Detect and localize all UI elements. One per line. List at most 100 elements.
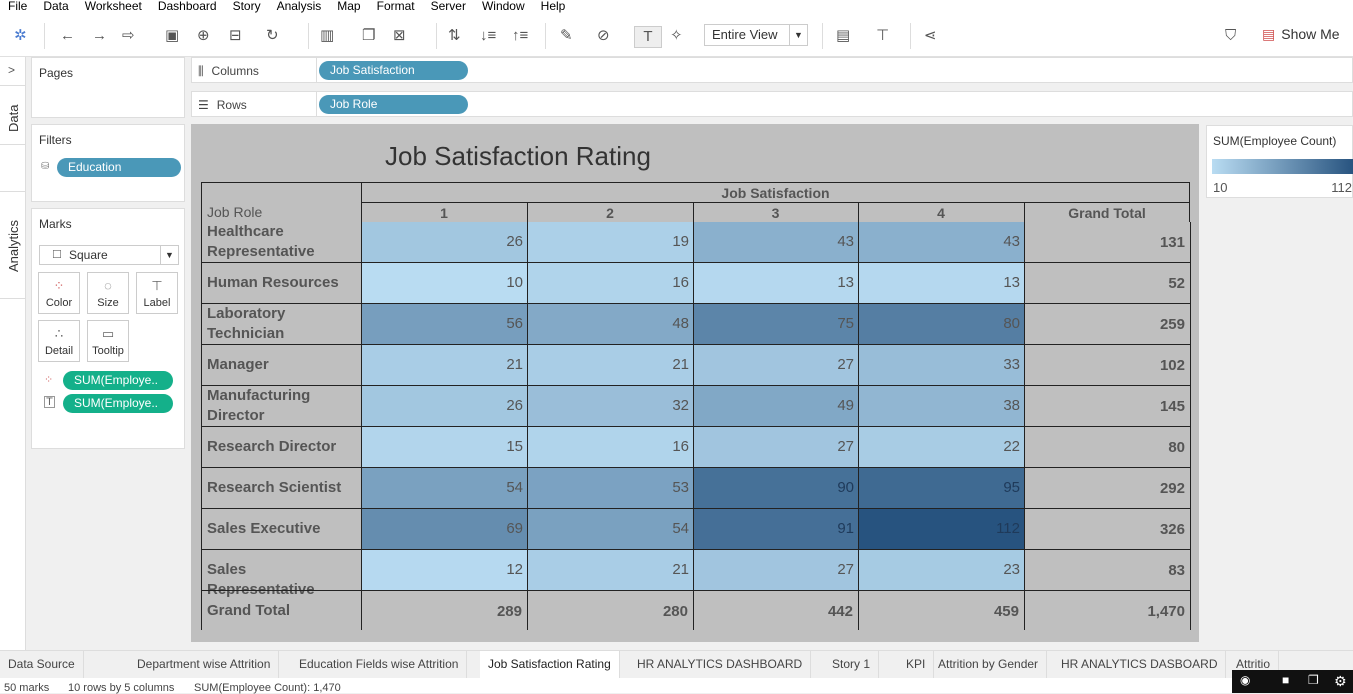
menu-map[interactable]: Map: [337, 0, 361, 13]
video-icon[interactable]: ■: [1282, 673, 1290, 687]
sheet-tab[interactable]: Story 1: [824, 651, 880, 679]
columns-pill[interactable]: Job Satisfaction: [319, 61, 468, 80]
filter-pill-education[interactable]: Education: [57, 158, 181, 177]
grand-total-value: 442: [827, 603, 853, 620]
refresh-icon[interactable]: ↻: [266, 27, 279, 44]
chevron-down-icon: ▼: [789, 25, 807, 45]
size-button[interactable]: ◌ Size: [87, 272, 129, 314]
sort-descending-icon[interactable]: ↑≡: [512, 27, 529, 44]
grand-total-value: 289: [496, 603, 522, 620]
row-label: Manufacturing Director: [207, 387, 311, 424]
columns-shelf-label: ⫼ Columns: [198, 64, 259, 79]
show-me-button[interactable]: ▤ Show Me: [1262, 26, 1340, 43]
sheet-tab[interactable]: Data Source: [0, 651, 84, 679]
menu-analysis[interactable]: Analysis: [276, 0, 322, 13]
menu-story[interactable]: Story: [232, 0, 261, 13]
filters-panel[interactable]: Filters ⛁ Education: [31, 124, 185, 202]
menu-dashboard[interactable]: Dashboard: [157, 0, 217, 13]
heatmap-cell: 112: [859, 509, 1024, 549]
rows-shelf[interactable]: ☰ Rows Job Role: [191, 91, 1353, 117]
menu-window[interactable]: Window: [481, 0, 525, 13]
sheet-tab[interactable]: Job Satisfaction Rating: [480, 651, 620, 679]
row-divider: [201, 262, 1190, 263]
settings-icon[interactable]: ⚙: [1334, 673, 1347, 689]
undo-icon[interactable]: ←: [60, 27, 75, 44]
share-icon[interactable]: ⋖: [924, 27, 937, 44]
fix-axes-icon[interactable]: ✧: [670, 27, 683, 44]
new-data-source-icon[interactable]: ⊕: [197, 27, 210, 44]
menu-format[interactable]: Format: [376, 0, 415, 13]
redo-icon[interactable]: →: [92, 27, 107, 44]
label-button[interactable]: ⊤ Label: [136, 272, 178, 314]
filters-title: Filters: [39, 133, 72, 147]
color-legend[interactable]: SUM(Employee Count) 10 112: [1206, 125, 1353, 198]
color-icon: ⁘: [53, 278, 65, 293]
toolbar-separator: [308, 23, 309, 49]
menu-help[interactable]: Help: [540, 0, 566, 13]
sheet-tab[interactable]: Attrition by Gender: [930, 651, 1048, 679]
tab-analytics-label: Analytics: [6, 219, 21, 272]
show-cards-icon[interactable]: ▤: [836, 27, 851, 44]
grand-total-cell: 52: [1168, 275, 1185, 292]
sheet-tab[interactable]: KPI: [898, 651, 935, 679]
color-pill[interactable]: SUM(Employe..: [63, 371, 173, 390]
menu-worksheet[interactable]: Worksheet: [84, 0, 142, 13]
menu-data[interactable]: Data: [43, 0, 69, 13]
status-sum: SUM(Employee Count): 1,470: [194, 682, 341, 694]
columns-text: Columns: [211, 64, 259, 78]
marks-panel[interactable]: Marks ☐ Square ▼ ⁘ Color ◌ Size ⊤ Label …: [31, 208, 185, 449]
tab-data[interactable]: Data: [0, 85, 26, 145]
format-painter-icon[interactable]: ⛉: [1225, 27, 1237, 44]
status-dims: 10 rows by 5 columns: [68, 682, 175, 694]
fit-view-select[interactable]: Entire View ▼: [704, 24, 808, 46]
save-icon[interactable]: ▣: [165, 27, 180, 44]
color-button[interactable]: ⁘ Color: [38, 272, 80, 314]
heatmap-cell: 10: [362, 263, 527, 303]
label-pill[interactable]: SUM(Employe..: [63, 394, 173, 413]
highlight-icon[interactable]: ✎: [560, 27, 573, 44]
columns-shelf[interactable]: ⫼ Columns Job Satisfaction: [191, 57, 1353, 83]
grand-total-cell: 259: [1159, 316, 1185, 333]
sheet-tab-label: HR ANALYTICS DASBOARD: [1061, 657, 1218, 671]
menu-server[interactable]: Server: [430, 0, 466, 13]
tab-analytics[interactable]: Analytics: [0, 191, 26, 299]
sheet-tab[interactable]: HR ANALYTICS DASHBOARD: [629, 651, 812, 679]
new-worksheet-icon[interactable]: ▥: [320, 27, 335, 44]
pause-updates-icon[interactable]: ⊟: [229, 27, 242, 44]
column-group-header: Job Satisfaction: [721, 185, 830, 201]
label-icon: ⊤: [151, 278, 163, 293]
expand-panel-icon[interactable]: >: [8, 63, 16, 77]
window-icon[interactable]: ❐: [1308, 673, 1319, 687]
camera-icon[interactable]: ◉: [1240, 673, 1251, 687]
sheet-tab[interactable]: Attritio: [1228, 651, 1280, 679]
row-label: Human Resources: [207, 274, 339, 291]
shelf-divider: [316, 92, 317, 116]
detail-button[interactable]: ∴ Detail: [38, 320, 80, 362]
sort-ascending-icon[interactable]: ↓≡: [480, 27, 497, 44]
pages-panel[interactable]: Pages: [31, 57, 185, 118]
database-icon: ⛁: [41, 161, 50, 172]
presentation-mode-icon[interactable]: ⊤: [876, 27, 890, 44]
replay-icon[interactable]: ⇨: [122, 27, 135, 44]
heatmap-cell: 27: [694, 550, 858, 590]
sheet-tab[interactable]: HR ANALYTICS DASBOARD: [1053, 651, 1227, 679]
color-mark-icon: ⁘: [44, 374, 54, 386]
rows-pill[interactable]: Job Role: [319, 95, 468, 114]
show-labels-icon[interactable]: T: [634, 26, 662, 48]
tableau-logo-icon[interactable]: ✲: [14, 27, 27, 44]
heatmap-cell: 56: [362, 304, 527, 344]
sheet-tab[interactable]: Education Fields wise Attrition: [291, 651, 468, 679]
clear-sheet-icon[interactable]: ⊠: [393, 27, 406, 44]
heatmap-cell: 54: [528, 509, 693, 549]
grid-line: [693, 222, 694, 630]
swap-icon[interactable]: ⇅: [448, 27, 461, 44]
detail-icon: ∴: [54, 326, 64, 341]
duplicate-sheet-icon[interactable]: ❐: [362, 27, 376, 44]
tooltip-button[interactable]: ▭ Tooltip: [87, 320, 129, 362]
group-icon[interactable]: ⊘: [597, 27, 610, 44]
row-label: Research Scientist: [207, 479, 342, 496]
mark-type-select[interactable]: ☐ Square ▼: [39, 245, 179, 265]
sheet-tab[interactable]: Department wise Attrition: [129, 651, 280, 679]
menu-file[interactable]: File: [8, 0, 28, 13]
grand-total-cell: 292: [1159, 480, 1185, 497]
